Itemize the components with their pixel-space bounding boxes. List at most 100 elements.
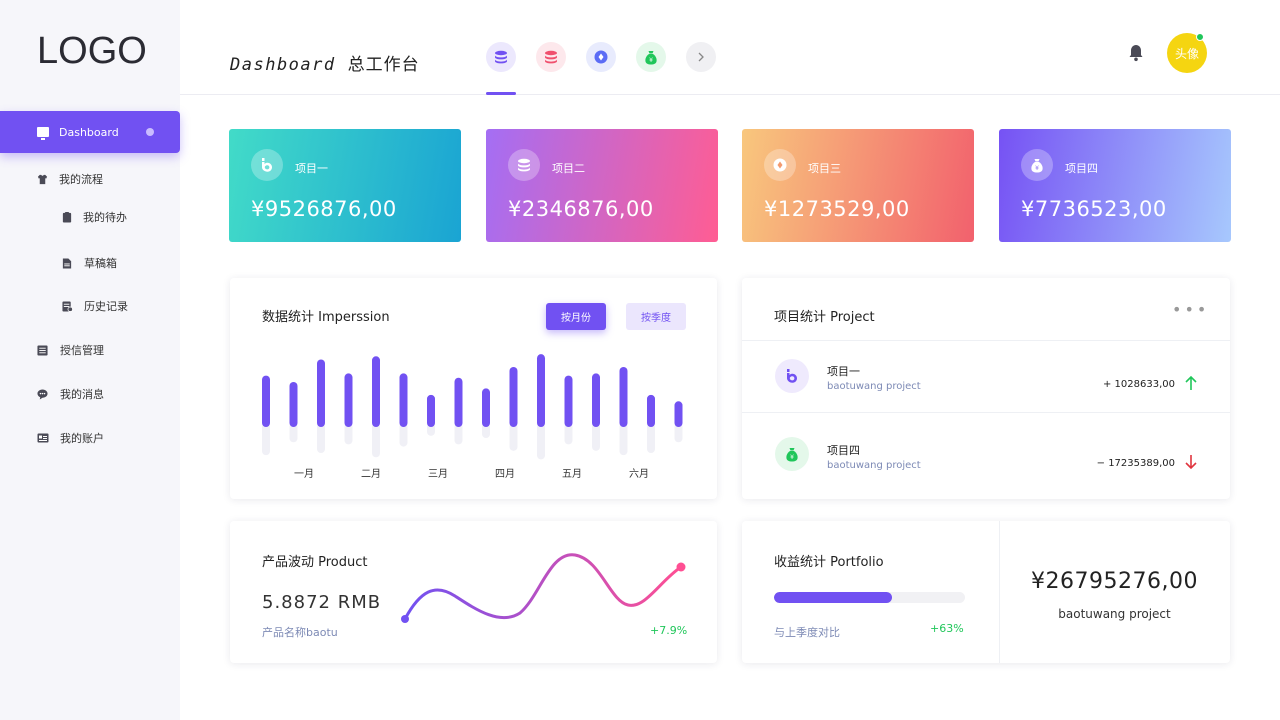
portfolio-sub: baotuwang project [1058,607,1171,621]
product-name: 产品名称baotu [262,626,338,639]
shirt-icon [37,174,48,184]
portfolio-progress-bar [774,592,965,603]
database-icon [518,158,530,172]
project-sub: baotuwang project [827,460,921,471]
bar-shadow [454,423,463,445]
sidebar-item-label: 我的消息 [60,388,104,401]
bar [372,356,380,427]
bar [674,401,683,427]
project-row[interactable]: ¥ 项目四 baotuwang project − 17235389,00 [742,412,1230,499]
bar [317,359,325,427]
tab-database-purple[interactable] [486,42,516,72]
bar-shadow [317,423,325,453]
page-title-en: Dashboard [230,55,336,75]
database-icon [495,50,507,64]
avatar-label: 头像 [1174,46,1199,61]
sidebar-item-credit[interactable]: 授信管理 [37,342,104,358]
project-title: 项目统计 Project [774,310,875,325]
sidebar-item-label: 我的账户 [60,432,104,445]
bar-shadow [592,423,600,451]
month-label: 一月 [294,469,314,480]
bar-shadow [372,423,380,458]
project-panel: 项目统计 Project ••• 项目一 baotuwang project +… [742,278,1230,499]
compare-label: 与上季度对比 [774,626,840,639]
stat-card-project-4[interactable]: ¥ 项目四 ¥7736523,00 [999,129,1231,242]
project-value: − 17235389,00 [1096,458,1175,469]
sidebar-item-my-todo[interactable]: 我的待办 [62,209,127,225]
card-amount: ¥9526876,00 [251,197,397,221]
more-icon[interactable]: ••• [1172,300,1210,319]
monitor-icon [37,127,49,140]
bar-shadow [509,423,518,451]
bar [619,367,628,427]
bar [289,382,298,427]
sidebar-item-history[interactable]: 历史记录 [62,298,128,314]
b-logo-icon [262,158,272,172]
file-icon [62,257,72,269]
sidebar-item-drafts[interactable]: 草稿箱 [62,255,117,271]
stat-card-project-2[interactable]: 项目二 ¥2346876,00 [486,129,718,242]
bar [592,373,600,427]
bar-shadow [564,423,573,445]
bar [509,367,518,427]
message-icon [37,388,48,400]
by-month-button[interactable]: 按月份 [546,303,606,330]
card-amount: ¥7736523,00 [1021,197,1167,221]
card-name: 项目一 [295,162,328,175]
logo: LOGO [37,30,147,72]
tab-compass[interactable] [586,42,616,72]
tab-next[interactable] [686,42,716,72]
bar-shadow [289,423,298,443]
account-icon [37,433,49,443]
bar-shadow [262,423,270,456]
product-wave-line [401,553,686,623]
by-quarter-button[interactable]: 按季度 [626,303,686,330]
avatar[interactable]: 头像 [1167,33,1207,73]
compare-pct: +63% [930,622,964,635]
sidebar-item-messages[interactable]: 我的消息 [37,386,104,402]
stat-card-project-1[interactable]: 项目一 ¥9526876,00 [229,129,461,242]
bar-chart [262,354,683,460]
bar [399,373,408,427]
bar [647,394,655,427]
sidebar-item-my-process[interactable]: 我的流程 [37,171,103,187]
product-change: +7.9% [650,624,688,637]
bar [482,388,490,427]
chevron-right-icon [698,52,704,62]
tab-active-indicator [486,92,516,95]
sidebar-item-dashboard[interactable]: Dashboard [0,111,180,153]
bar [537,354,545,427]
card-icon-wrap: ¥ [1021,149,1053,181]
sidebar: LOGO Dashboard 我的流程 我的待办 草稿箱 历史记录 授信管理 [0,0,180,720]
product-panel: 产品波动 Product 5.8872 RMB 产品名称baotu +7.9% [230,521,717,663]
list-icon [37,344,48,356]
bar-shadow [482,423,490,438]
card-icon-wrap [764,149,796,181]
money-bag-icon: ¥ [786,447,798,461]
project-name: 项目一 [827,365,860,378]
bell-icon[interactable] [1128,44,1144,62]
month-label: 六月 [629,469,649,480]
product-title: 产品波动 Product [262,555,368,570]
card-name: 项目四 [1065,162,1098,175]
stat-card-project-3[interactable]: 项目三 ¥1273529,00 [742,129,974,242]
online-indicator [1196,33,1204,41]
compass-icon [773,158,787,172]
compass-icon [594,50,608,64]
sidebar-item-label: 历史记录 [84,300,128,313]
arrow-up-icon [1185,375,1197,390]
card-icon-wrap [251,149,283,181]
bar-shadow [674,423,683,443]
bar-shadow [399,423,408,447]
sidebar-item-account[interactable]: 我的账户 [37,430,104,446]
bar [454,377,463,427]
clipboard-icon [62,211,72,223]
project-row[interactable]: 项目一 baotuwang project + 1028633,00 [742,340,1230,410]
database-icon [545,50,557,64]
project-name: 项目四 [827,444,860,457]
page-title: Dashboard 总工作台 [230,50,420,75]
impression-panel: 数据统计 Imperssion 按月份 按季度 一月 二月 三月 四月 五月 六… [230,278,717,499]
tab-money-bag[interactable]: ¥ [636,42,666,72]
tab-database-red[interactable] [536,42,566,72]
